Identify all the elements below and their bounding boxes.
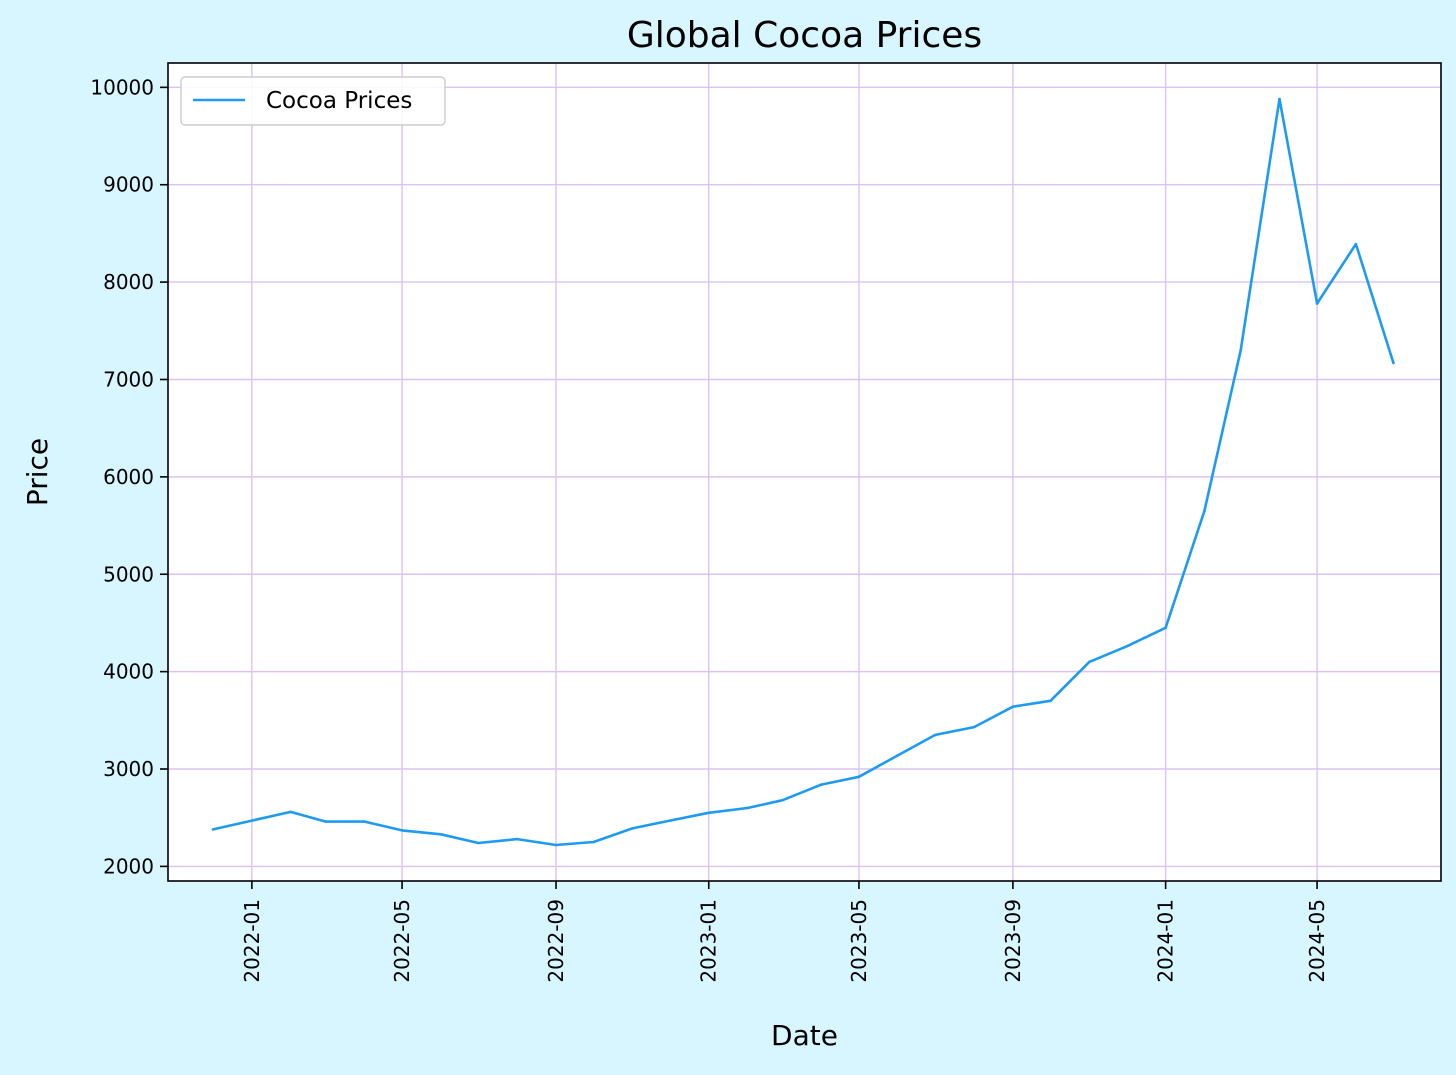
legend-label: Cocoa Prices (266, 88, 412, 114)
data-point (1125, 645, 1129, 648)
x-axis-label: Date (771, 1019, 838, 1052)
data-point (592, 840, 595, 844)
legend-box (180, 76, 446, 126)
y-tick-label: 5000 (103, 562, 154, 586)
data-point (1239, 348, 1243, 352)
data-point (477, 841, 480, 845)
data-point (934, 733, 937, 737)
grid-lines (168, 63, 1441, 881)
data-point (707, 811, 711, 815)
x-axis-ticks: 2022-01 2022-05 2022-09 2023-01 2023-05 2023-… (240, 881, 1329, 983)
data-point (746, 806, 749, 810)
series-group (211, 97, 1395, 847)
data-point (554, 843, 558, 847)
data-point (1392, 361, 1395, 365)
chart-title: Global Cocoa Prices (627, 15, 982, 56)
data-point (1354, 242, 1358, 246)
x-tick-label: 2022-09 (544, 899, 568, 983)
data-point (896, 754, 900, 757)
data-point (857, 775, 861, 779)
data-point (1203, 509, 1206, 513)
data-point (668, 819, 672, 822)
x-tick-label: 2023-05 (847, 899, 871, 983)
y-tick-label: 8000 (103, 270, 154, 294)
y-tick-label: 4000 (103, 660, 154, 684)
data-point (972, 725, 976, 729)
data-point (820, 783, 823, 786)
plot-frame (167, 62, 1442, 882)
data-point (1049, 699, 1052, 703)
data-point (781, 798, 784, 802)
legend: Cocoa Prices (180, 76, 446, 126)
y-axis-ticks: 2000 3000 4000 5000 6000 7000 8000 9000 10000 (90, 75, 168, 878)
data-point (439, 832, 443, 836)
data-point (400, 829, 404, 832)
data-point (211, 828, 215, 831)
data-point (1164, 626, 1167, 630)
y-tick-label: 6000 (103, 465, 154, 489)
y-axis-label: Price (21, 438, 54, 506)
y-tick-label: 7000 (103, 367, 154, 391)
x-tick-label: 2022-01 (240, 899, 264, 983)
plot-area (168, 63, 1441, 881)
y-tick-label: 10000 (90, 75, 154, 99)
data-point (1315, 302, 1319, 305)
series-line (211, 97, 1395, 847)
x-tick-label: 2022-05 (390, 899, 414, 983)
data-point (1011, 705, 1015, 708)
data-point (289, 810, 292, 814)
data-point (324, 820, 328, 823)
data-point (363, 820, 366, 823)
data-point (1087, 660, 1091, 664)
y-tick-label: 2000 (103, 854, 154, 878)
data-point (250, 819, 254, 822)
data-point (515, 837, 519, 841)
x-tick-label: 2023-01 (697, 899, 721, 983)
y-tick-label: 3000 (103, 757, 154, 781)
data-point (631, 827, 634, 830)
x-tick-label: 2024-01 (1154, 899, 1178, 983)
x-tick-label: 2023-09 (1001, 899, 1025, 983)
data-point (1278, 97, 1281, 101)
y-tick-label: 9000 (103, 173, 154, 197)
x-tick-label: 2024-05 (1305, 899, 1329, 983)
